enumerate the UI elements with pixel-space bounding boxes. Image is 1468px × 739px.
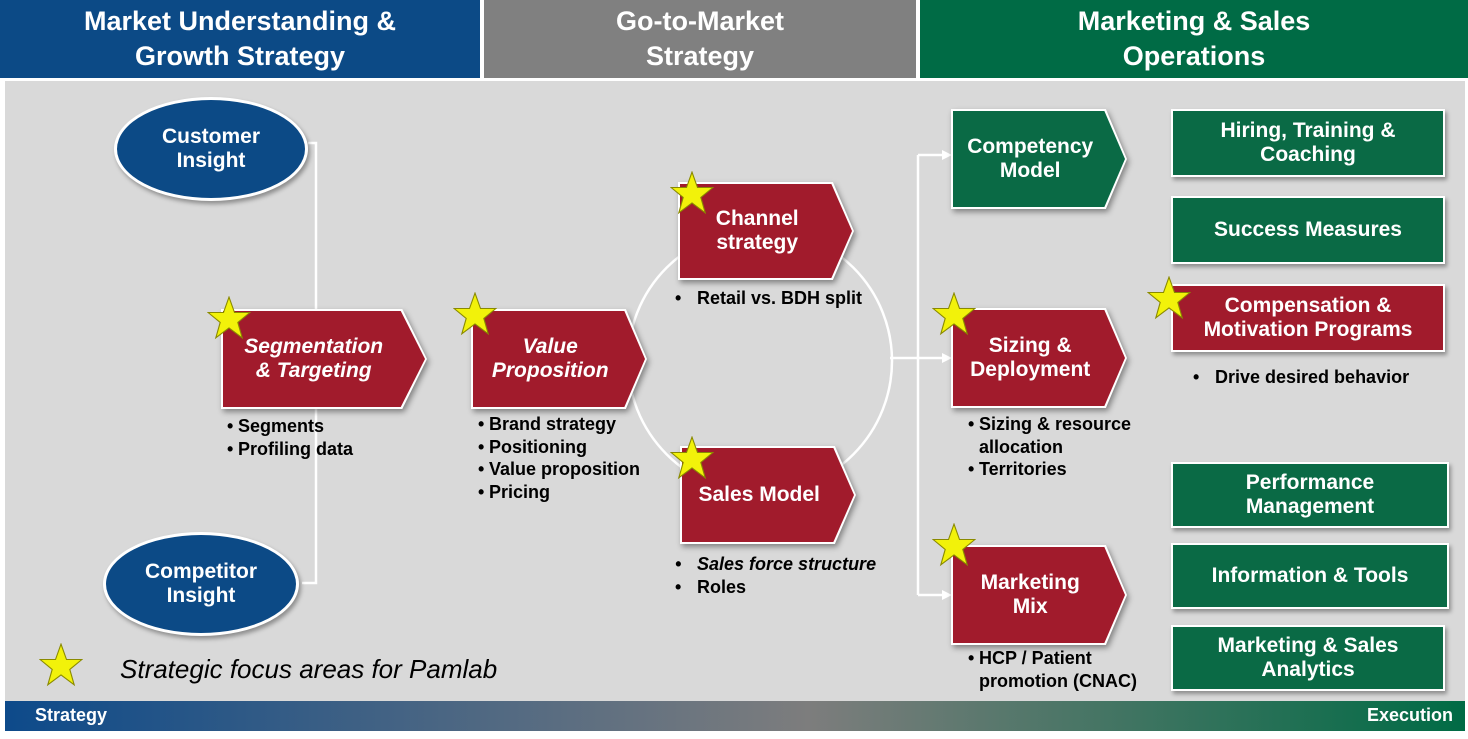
star-icon — [670, 436, 714, 480]
strategy-execution-bar: Strategy Execution — [5, 701, 1465, 731]
marketing-mix-label: Marketing Mix — [980, 571, 1080, 618]
marketing-mix-bullets: HCP / Patient promotion (CNAC) — [968, 647, 1158, 692]
hiring-training-coaching-box: Hiring, Training & Coaching — [1171, 109, 1445, 177]
bullet-item: Roles — [675, 576, 876, 599]
bullet-item: Sales force structure — [675, 553, 876, 576]
segmentation-bullets: Segments Profiling data — [227, 415, 353, 460]
information-tools-box: Information & Tools — [1171, 543, 1449, 609]
channel-strategy-chevron: Channel strategy — [678, 182, 854, 280]
segmentation-targeting-chevron: Segmentation & Targeting — [221, 309, 427, 409]
bullet-item: Retail vs. BDH split — [675, 287, 862, 310]
compensation-motivation-box: Compensation & Motivation Programs — [1171, 284, 1445, 352]
star-icon — [207, 296, 251, 340]
bullet-item: Pricing — [478, 481, 640, 504]
marketing-mix-chevron: Marketing Mix — [951, 545, 1127, 645]
bullet-item: Sizing & resource allocation — [968, 413, 1158, 458]
competency-model-label: Competency Model — [967, 135, 1094, 182]
bullet-item: HCP / Patient promotion (CNAC) — [968, 647, 1158, 692]
bullet-item: Value proposition — [478, 458, 640, 481]
competitor-insight-oval: Competitor Insight — [103, 532, 299, 636]
star-icon — [932, 523, 976, 567]
marketing-sales-analytics-box: Marketing & Sales Analytics — [1171, 625, 1445, 691]
customer-insight-oval: Customer Insight — [114, 97, 308, 201]
sizing-deployment-label: Sizing & Deployment — [970, 334, 1091, 381]
star-icon — [453, 292, 497, 336]
compensation-bullets: Drive desired behavior — [1193, 366, 1409, 389]
sizing-deployment-chevron: Sizing & Deployment — [951, 308, 1127, 408]
bullet-item: Drive desired behavior — [1193, 366, 1409, 389]
bullet-item: Profiling data — [227, 438, 353, 461]
bullet-item: Brand strategy — [478, 413, 640, 436]
segmentation-targeting-label: Segmentation & Targeting — [244, 335, 384, 382]
sales-model-chevron: Sales Model — [680, 446, 856, 544]
footer-execution-label: Execution — [1366, 705, 1453, 725]
header-marketing-sales-operations: Marketing & Sales Operations — [920, 0, 1468, 78]
value-proposition-label: Value Proposition — [491, 335, 609, 382]
success-measures-box: Success Measures — [1171, 196, 1445, 264]
performance-management-box: Performance Management — [1171, 462, 1449, 528]
sizing-bullets: Sizing & resource allocation Territories — [968, 413, 1158, 481]
bullet-item: Positioning — [478, 436, 640, 459]
legend-text: Strategic focus areas for Pamlab — [120, 654, 498, 684]
channel-strategy-label: Channel strategy — [715, 207, 799, 254]
header-market-understanding: Market Understanding & Growth Strategy — [0, 0, 480, 78]
sales-model-label: Sales Model — [698, 483, 820, 506]
value-proposition-chevron: Value Proposition — [471, 309, 647, 409]
competency-model-chevron: Competency Model — [951, 109, 1127, 209]
channel-bullets: Retail vs. BDH split — [675, 287, 862, 310]
footer-strategy-label: Strategy — [35, 705, 108, 725]
header-go-to-market: Go-to-Market Strategy — [484, 0, 916, 78]
legend-star-icon — [39, 643, 83, 687]
bullet-item: Segments — [227, 415, 353, 438]
value-bullets: Brand strategy Positioning Value proposi… — [478, 413, 640, 503]
star-icon — [932, 292, 976, 336]
star-icon — [670, 171, 714, 215]
star-icon — [1147, 276, 1191, 320]
bullet-item: Territories — [968, 458, 1158, 481]
sales-model-bullets: Sales force structure Roles — [675, 553, 876, 598]
